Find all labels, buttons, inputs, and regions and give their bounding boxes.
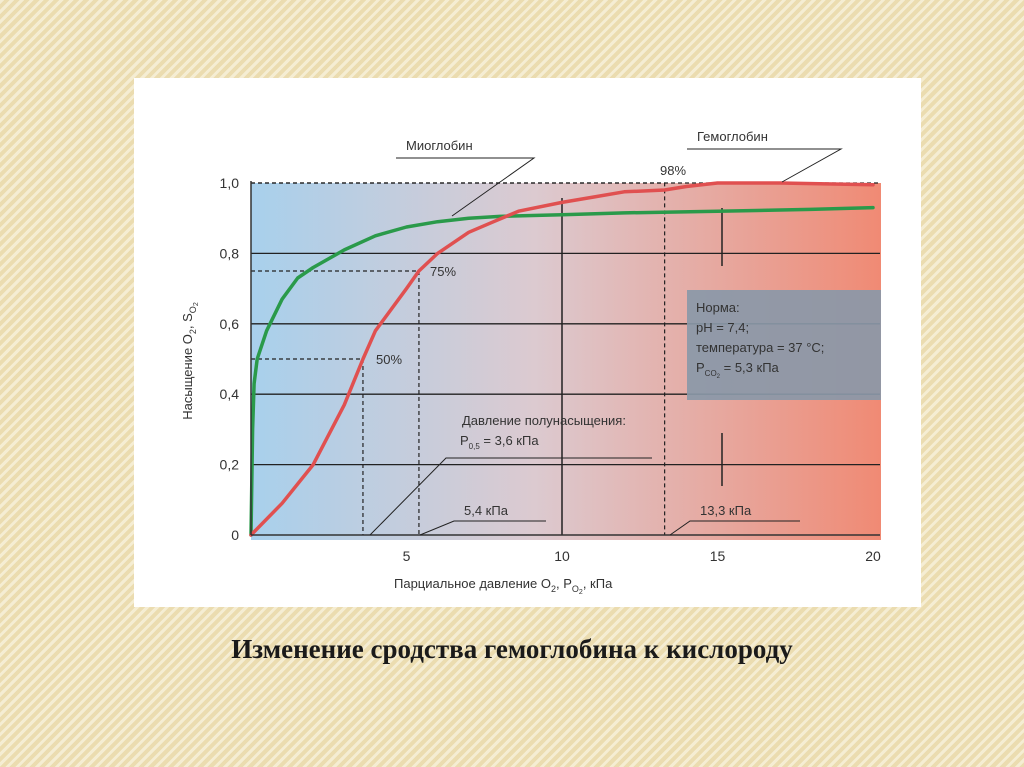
label-50-percent: 50% [376, 352, 402, 367]
norm-box-line-1: Норма: [696, 300, 740, 315]
label-98-percent: 98% [660, 163, 686, 178]
y-tick-label-1: 0,2 [220, 457, 240, 473]
label-75-percent: 75% [430, 264, 456, 279]
series-line-myoglobin [249, 205, 875, 537]
y-axis-label: Насыщение O2, SO2 [180, 302, 200, 420]
x-axis-label: Парциальное давление O2, PO2, кПа [394, 576, 613, 596]
leader-half-saturation [369, 457, 652, 536]
x-tick-label-1: 10 [554, 548, 570, 564]
label-hemoglobin: Гемоглобин [697, 129, 768, 144]
series-line-hemoglobin [249, 181, 875, 537]
chart-panel: 0 0,2 0,4 0,6 0,8 1,0 5 10 15 20 Парциальное давле… [134, 78, 921, 607]
norm-box-line-3: температура = 37 °C; [696, 340, 824, 355]
leader-133 [669, 520, 800, 536]
leader-54 [419, 520, 546, 536]
label-half-saturation-value: P0,5 = 3,6 кПа [460, 433, 539, 451]
oxygen-saturation-chart: 0 0,2 0,4 0,6 0,8 1,0 5 10 15 20 Парциальное давле… [180, 129, 881, 596]
y-tick-label-4: 0,8 [220, 245, 240, 261]
slide-caption: Изменение сродства гемоглобина к кислоро… [231, 634, 793, 664]
norm-box [687, 290, 881, 400]
y-tick-label-2: 0,4 [220, 386, 240, 402]
ref-line-half-saturation [251, 358, 364, 535]
norm-box-line-4: PCO2 = 5,3 кПа [696, 360, 780, 380]
x-tick-label-0: 5 [403, 548, 411, 564]
label-half-saturation-title: Давление полунасыщения: [462, 413, 626, 428]
leader-myoglobin [396, 157, 536, 217]
ref-line-54 [251, 270, 420, 535]
y-tick-label-5: 1,0 [220, 175, 240, 191]
label-myoglobin: Миоглобин [406, 138, 473, 153]
x-tick-label-3: 20 [865, 548, 881, 564]
norm-box-line-2: pH = 7,4; [696, 320, 749, 335]
label-54-kpa: 5,4 кПа [464, 503, 509, 518]
y-tick-label-0: 0 [231, 527, 239, 543]
leader-hemoglobin [687, 148, 843, 183]
label-133-kpa: 13,3 кПа [700, 503, 752, 518]
y-tick-label-3: 0,6 [220, 316, 240, 332]
ref-line-133 [251, 182, 666, 535]
x-tick-label-2: 15 [710, 548, 726, 564]
